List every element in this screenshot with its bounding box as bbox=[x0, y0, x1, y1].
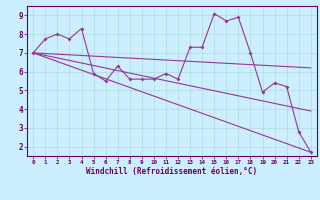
X-axis label: Windchill (Refroidissement éolien,°C): Windchill (Refroidissement éolien,°C) bbox=[86, 167, 258, 176]
